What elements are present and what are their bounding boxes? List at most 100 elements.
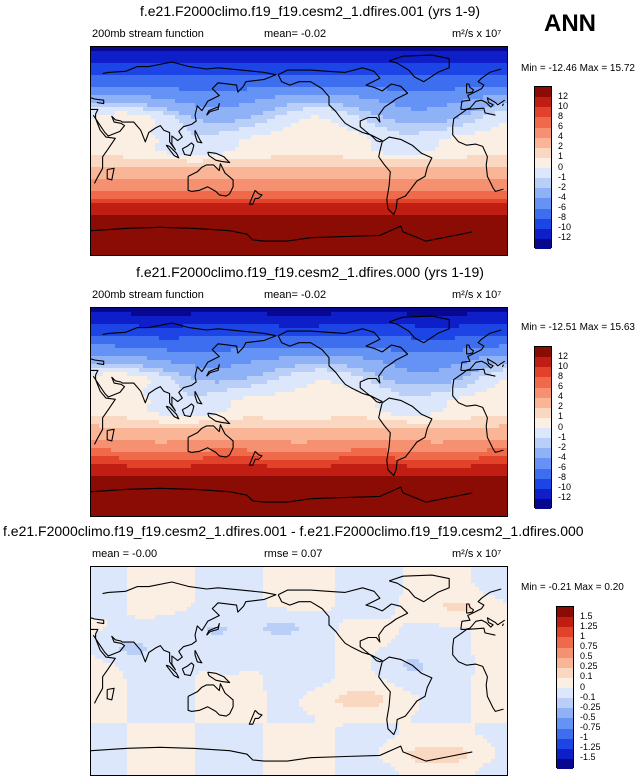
contour-cell — [331, 71, 336, 76]
contour-cell — [311, 219, 316, 224]
contour-cell — [235, 71, 240, 76]
contour-cell — [479, 219, 484, 224]
contour-cell — [215, 211, 220, 216]
contour-cell — [311, 83, 316, 88]
contour-cell — [235, 235, 240, 240]
contour-cell — [271, 207, 276, 212]
contour-cell — [235, 203, 240, 208]
contour-cell — [99, 79, 104, 84]
contour-cell — [495, 71, 500, 76]
contour-cell — [215, 139, 220, 144]
contour-cell — [103, 183, 108, 188]
contour-cell — [175, 195, 180, 200]
contour-cell — [415, 211, 420, 216]
contour-cell — [155, 147, 160, 152]
contour-cell — [307, 135, 312, 140]
contour-cell — [139, 143, 144, 148]
contour-cell — [403, 203, 408, 208]
contour-cell — [247, 131, 252, 136]
contour-cell — [187, 91, 192, 96]
contour-cell — [375, 67, 380, 72]
contour-cell — [279, 99, 284, 104]
contour-cell — [319, 107, 324, 112]
contour-cell — [411, 227, 416, 232]
contour-cell — [211, 211, 216, 216]
contour-cell — [351, 175, 356, 180]
contour-cell — [95, 167, 100, 172]
contour-cell — [483, 155, 488, 160]
contour-cell — [483, 227, 488, 232]
contour-cell — [331, 63, 336, 68]
contour-cell — [287, 115, 292, 120]
contour-cell — [111, 91, 116, 96]
contour-cell — [383, 155, 388, 160]
contour-cell — [451, 147, 456, 152]
contour-cell — [187, 159, 192, 164]
contour-cell — [327, 219, 332, 224]
contour-cell — [283, 195, 288, 200]
contour-cell — [395, 215, 400, 220]
contour-cell — [339, 223, 344, 228]
contour-cell — [115, 143, 120, 148]
contour-cell — [347, 171, 352, 176]
contour-cell — [167, 227, 172, 232]
contour-cell — [343, 67, 348, 72]
contour-cell — [495, 163, 500, 168]
contour-cell — [183, 83, 188, 88]
contour-cell — [403, 119, 408, 124]
contour-cell — [367, 159, 372, 164]
contour-cell — [347, 63, 352, 68]
contour-cell — [275, 87, 280, 92]
contour-cell — [323, 51, 328, 56]
contour-cell — [139, 175, 144, 180]
contour-cell — [435, 99, 440, 104]
contour-cell — [399, 123, 404, 128]
contour-cell — [499, 63, 504, 68]
contour-cell — [483, 135, 488, 140]
contour-cell — [331, 171, 336, 176]
contour-cell — [283, 207, 288, 212]
contour-cell — [423, 123, 428, 128]
contour-cell — [495, 47, 500, 52]
contour-cell — [115, 47, 120, 52]
contour-cell — [171, 195, 176, 200]
contour-cell — [259, 87, 264, 92]
contour-cell — [239, 195, 244, 200]
contour-cell — [139, 131, 144, 136]
contour-cell — [195, 227, 200, 232]
contour-cell — [127, 199, 132, 204]
contour-cell — [123, 163, 128, 168]
contour-cell — [151, 59, 156, 64]
contour-cell — [255, 203, 260, 208]
contour-cell — [231, 163, 236, 168]
contour-cell — [91, 83, 96, 88]
contour-cell — [355, 175, 360, 180]
contour-cell — [343, 55, 348, 60]
contour-cell — [259, 51, 264, 56]
contour-cell — [391, 223, 396, 228]
contour-cell — [347, 235, 352, 240]
contour-cell — [475, 55, 480, 60]
contour-cell — [491, 111, 496, 116]
contour-cell — [471, 171, 476, 176]
contour-cell — [155, 111, 160, 116]
contour-cell — [359, 115, 364, 120]
contour-cell — [195, 115, 200, 120]
contour-cell — [243, 215, 248, 220]
contour-cell — [127, 71, 132, 76]
contour-cell — [399, 107, 404, 112]
contour-cell — [395, 87, 400, 92]
contour-cell — [143, 183, 148, 188]
contour-cell — [227, 87, 232, 92]
contour-cell — [259, 191, 264, 196]
contour-cell — [315, 227, 320, 232]
contour-cell — [91, 163, 96, 168]
contour-cell — [431, 103, 436, 108]
contour-cell — [155, 91, 160, 96]
contour-cell — [451, 127, 456, 132]
contour-cell — [343, 223, 348, 228]
contour-cell — [311, 51, 316, 56]
contour-cell — [327, 183, 332, 188]
contour-cell — [107, 115, 112, 120]
contour-cell — [439, 187, 444, 192]
